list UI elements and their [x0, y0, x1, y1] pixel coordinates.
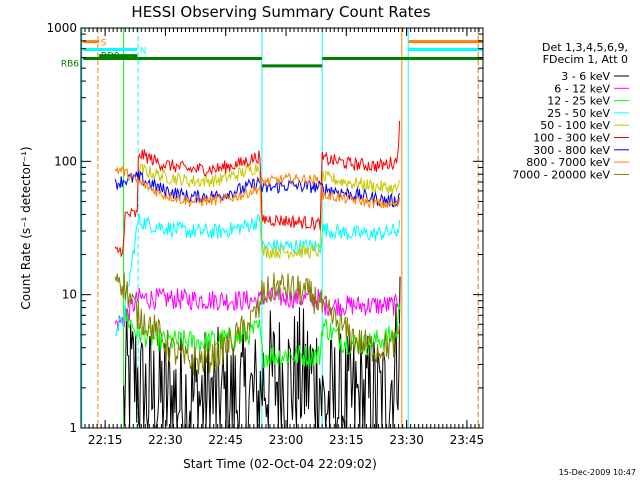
legend-header-0: Det 1,3,4,5,6,9,: [542, 41, 628, 54]
series-line-6: [114, 170, 401, 208]
flag-label-n: N: [140, 46, 147, 56]
flag-label-s: S: [101, 39, 107, 49]
legend-label-3: 25 - 50 keV: [547, 107, 610, 120]
x-tick-label-3: 23:00: [269, 433, 304, 447]
x-tick-label-4: 23:15: [329, 433, 364, 447]
x-tick-label-1: 22:30: [148, 433, 183, 447]
legend-label-4: 50 - 100 keV: [540, 119, 610, 132]
legend-label-1: 6 - 12 keV: [554, 82, 610, 95]
x-tick-label-2: 22:45: [208, 433, 243, 447]
series-line-7: [114, 165, 401, 209]
y-axis-label: Count Rate (s⁻¹ detector⁻¹): [19, 146, 33, 309]
footer-timestamp: 15-Dec-2009 10:47: [559, 468, 636, 477]
legend-label-6: 300 - 800 keV: [533, 144, 610, 157]
state-flags: S N RD0 RB6: [61, 39, 483, 70]
axis-ticks: [80, 28, 484, 429]
flag-label-rb6: RB6: [61, 60, 79, 70]
x-axis-label: Start Time (02-Oct-04 22:09:02): [183, 457, 377, 471]
x-tick-label-0: 22:15: [88, 433, 123, 447]
series-line-5: [114, 120, 401, 258]
chart-title: HESSI Observing Summary Count Rates: [131, 3, 430, 21]
legend-header-1: FDecim 1, Att 0: [543, 53, 628, 66]
y-tick-label-2: 100: [54, 154, 77, 168]
series-line-3: [114, 213, 401, 337]
legend-label-0: 3 - 6 keV: [561, 70, 610, 83]
y-tick-label-3: 1000: [46, 21, 77, 35]
legend-label-5: 100 - 300 keV: [533, 132, 610, 145]
flag-label-rd0: RD0: [101, 52, 120, 62]
y-tick-labels: 1 10 100 1000: [46, 21, 77, 435]
x-tick-labels: 22:15 22:30 22:45 23:00 23:15 23:30 23:45: [88, 433, 484, 447]
mode-change-lines: [81, 28, 479, 428]
y-tick-label-0: 1: [69, 421, 77, 435]
series-group: [114, 120, 401, 430]
legend-label-7: 800 - 7000 keV: [526, 156, 610, 169]
legend: Det 1,3,4,5,6,9,FDecim 1, Att 0 3 - 6 keV…: [512, 41, 629, 181]
x-tick-label-6: 23:45: [450, 433, 485, 447]
legend-label-8: 7000 - 20000 keV: [512, 168, 610, 181]
y-tick-label-1: 10: [62, 288, 77, 302]
series-line-4: [137, 163, 400, 260]
legend-label-2: 12 - 25 keV: [547, 95, 610, 108]
series-line-0: [123, 276, 401, 430]
series-line-8: [114, 272, 401, 376]
x-tick-label-5: 23:30: [389, 433, 424, 447]
